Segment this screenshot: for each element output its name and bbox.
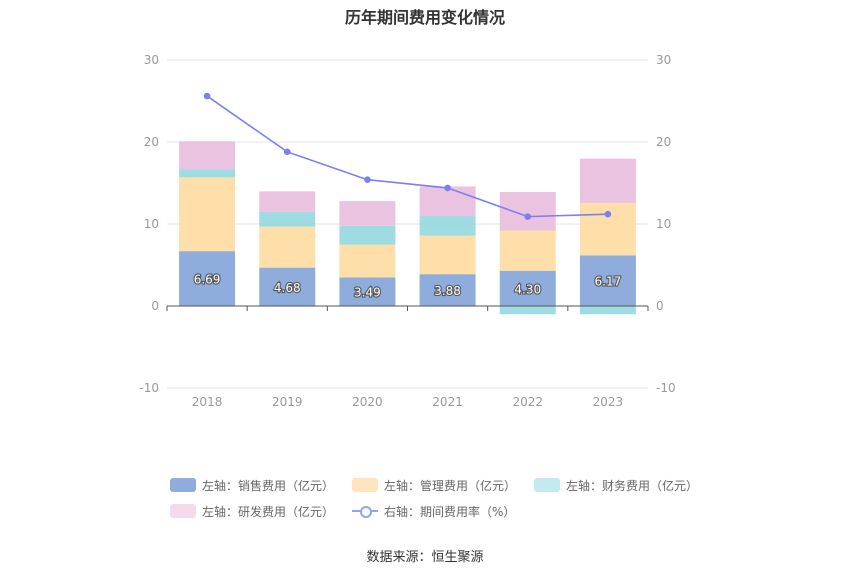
- right-tick-label: 30: [656, 53, 671, 67]
- rate-point: [203, 92, 211, 100]
- legend-swatch-fin: [534, 478, 561, 492]
- legend-swatch-rate: [352, 504, 379, 518]
- bar-fin-2023: [579, 306, 636, 315]
- bar-sales-2019: [259, 267, 316, 306]
- bar-mgmt-2020: [339, 244, 396, 278]
- bar-value-label: 4.30: [514, 282, 541, 296]
- x-tick-label: 2022: [512, 395, 543, 409]
- bar-sales-2021: [419, 274, 476, 306]
- rate-point: [283, 148, 291, 156]
- legend-swatch-rd: [170, 504, 196, 518]
- bar-mgmt-2022: [499, 230, 556, 271]
- right-tick-label: 0: [656, 299, 664, 313]
- legend-item-sales[interactable]: 左轴：销售费用（亿元）: [170, 477, 334, 494]
- bar-fin-2020: [339, 225, 396, 245]
- legend-swatch-sales: [170, 478, 196, 492]
- right-tick-label: -10: [656, 381, 676, 395]
- legend-row-2: 左轴：研发费用（亿元） 右轴：期间费用率（%）: [170, 498, 690, 524]
- bar-mgmt-2019: [259, 226, 316, 268]
- legend-item-fin[interactable]: 左轴：财务费用（亿元）: [534, 477, 698, 494]
- bar-value-label: 3.49: [354, 286, 381, 300]
- rate-point: [444, 184, 451, 192]
- source-note: 数据来源：恒生聚源: [366, 550, 484, 565]
- left-tick-label: -10: [139, 381, 159, 395]
- legend-label-mgmt: 左轴：管理费用（亿元）: [384, 478, 517, 493]
- legend-item-rd[interactable]: 左轴：研发费用（亿元）: [170, 503, 334, 520]
- bar-mgmt-2021: [419, 235, 476, 275]
- bar-mgmt-2018: [179, 177, 236, 252]
- rate-point: [604, 210, 612, 218]
- bar-sales-2020: [339, 277, 396, 306]
- left-tick-label: 10: [144, 217, 159, 231]
- legend-label-rate: 右轴：期间费用率（%）: [384, 504, 516, 519]
- rate-point: [364, 176, 371, 184]
- legend-label-rd: 左轴：研发费用（亿元）: [202, 504, 335, 519]
- bar-rd-2022: [499, 192, 556, 231]
- rate-line: [206, 95, 608, 218]
- bar-rd-2021: [419, 186, 476, 216]
- chart-legend: 左轴：销售费用（亿元） 左轴：管理费用（亿元） 左轴：财务费用（亿元） 左轴：研…: [170, 472, 698, 524]
- x-tick-label: 2018: [192, 395, 223, 409]
- left-tick-label: 30: [144, 53, 159, 67]
- bar-fin-2019: [259, 211, 316, 227]
- legend-label-fin: 左轴：财务费用（亿元）: [566, 478, 699, 493]
- bar-sales-2018: [179, 251, 236, 306]
- bar-value-label: 6.17: [595, 275, 622, 289]
- bar-rd-2019: [259, 191, 316, 212]
- chart-title: 历年期间费用变化情况: [344, 8, 505, 27]
- bar-sales-2022: [499, 270, 556, 306]
- bar-rd-2018: [179, 141, 236, 170]
- left-tick-label: 20: [144, 135, 159, 149]
- legend-item-mgmt[interactable]: 左轴：管理费用（亿元）: [352, 477, 516, 494]
- x-tick-label: 2019: [272, 395, 303, 409]
- legend-item-rate[interactable]: 右轴：期间费用率（%）: [352, 503, 515, 520]
- rate-point: [524, 213, 532, 220]
- left-tick-label: 0: [151, 299, 159, 313]
- x-tick-label: 2023: [593, 395, 624, 409]
- bar-rd-2023: [579, 158, 636, 203]
- x-tick-label: 2021: [432, 395, 463, 409]
- legend-swatch-mgmt: [352, 478, 379, 492]
- bar-value-label: 4.68: [274, 281, 301, 295]
- right-tick-label: 20: [656, 135, 671, 149]
- bar-mgmt-2023: [579, 202, 636, 256]
- bar-rd-2020: [339, 201, 396, 226]
- legend-label-sales: 左轴：销售费用（亿元）: [202, 478, 335, 493]
- bar-value-label: 6.69: [194, 273, 221, 287]
- bar-fin-2022: [499, 306, 556, 315]
- x-tick-label: 2020: [352, 395, 383, 409]
- bar-value-label: 3.88: [434, 284, 461, 298]
- legend-row-1: 左轴：销售费用（亿元） 左轴：管理费用（亿元） 左轴：财务费用（亿元）: [170, 472, 698, 498]
- right-tick-label: 10: [656, 217, 671, 231]
- bar-fin-2018: [179, 169, 236, 178]
- bar-fin-2021: [419, 215, 476, 236]
- bar-sales-2023: [579, 255, 636, 306]
